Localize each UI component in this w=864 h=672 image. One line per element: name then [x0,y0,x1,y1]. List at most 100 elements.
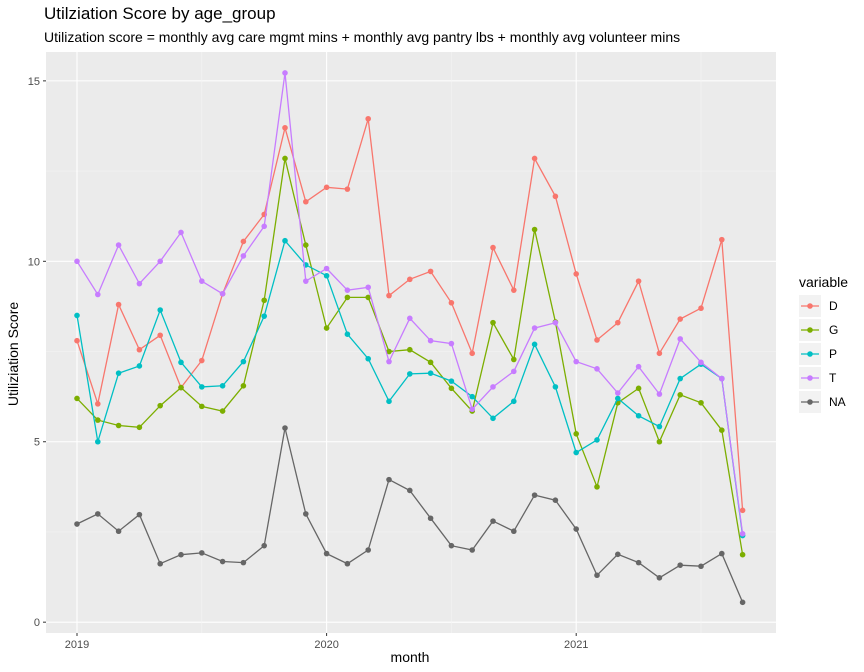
data-point [677,336,683,342]
data-point [511,398,517,405]
data-point [407,346,413,353]
data-point [656,438,663,445]
data-point [739,599,746,606]
data-point [199,278,205,284]
data-point [490,384,496,390]
data-point [157,307,163,313]
x-axis-title: month [391,649,430,665]
data-point [240,559,247,566]
data-point [240,358,247,365]
legend-key-point [807,303,813,309]
data-point [573,358,579,365]
data-point [552,319,559,326]
data-point [178,384,184,391]
data-point [303,278,309,284]
data-point [303,511,309,517]
data-point [365,115,372,122]
data-point [178,229,184,236]
data-point [157,402,163,409]
data-point [219,290,226,297]
legend-label: P [829,347,837,361]
data-point [739,507,746,514]
x-tick-label: 2021 [564,639,588,651]
data-point [95,511,101,517]
data-point [95,291,101,298]
data-point [448,340,455,347]
data-point [344,186,351,192]
data-point [199,550,205,556]
data-point [677,316,683,322]
data-point [594,337,600,343]
data-point [719,375,725,382]
data-point [635,412,642,419]
legend-label: T [829,371,837,385]
data-point [427,359,434,366]
data-point [719,550,725,557]
data-point [282,155,288,162]
data-point [407,276,413,283]
data-point [427,337,434,344]
data-point [136,424,143,431]
legend-item-t: T [799,367,837,389]
data-point [552,384,559,390]
data-point [303,242,309,248]
data-point [511,368,517,375]
legend-label: NA [829,395,846,409]
data-point [677,392,683,398]
data-point [365,355,372,362]
data-point [303,198,309,205]
data-point [427,370,434,376]
data-point [74,258,80,265]
data-point [427,268,434,275]
data-point [386,292,392,299]
series-lines [74,70,746,606]
data-point [261,542,268,549]
data-point [427,515,434,522]
data-point [219,408,226,414]
data-point [635,559,642,566]
y-tick-label: 0 [34,617,40,629]
data-point [511,356,517,363]
data-point [469,547,476,553]
data-point [552,497,559,504]
data-point [282,70,288,76]
data-point [344,287,351,293]
chart-subtitle: Utilization score = monthly avg care mgm… [44,29,681,45]
data-point [323,272,330,279]
data-point [199,403,205,410]
legend-item-g: G [799,319,838,341]
data-point [739,551,746,558]
legend-label: D [829,299,838,313]
legend-item-d: D [799,295,838,317]
y-axis-title: Utiliziation Score [5,302,21,406]
data-point [635,363,642,370]
data-point [448,385,455,392]
data-point [469,350,476,357]
data-point [573,431,579,437]
data-point [115,301,122,308]
data-point [365,547,372,553]
data-point [594,366,600,372]
data-point [448,300,455,306]
data-point [407,487,413,494]
data-point [261,223,268,230]
series-t [74,70,746,537]
data-point [115,242,122,248]
series-p [74,237,746,539]
data-point [490,319,496,326]
data-point [615,390,621,396]
data-point [178,551,184,558]
data-point [136,511,143,518]
data-point [531,325,538,331]
series-g [74,155,746,558]
data-point [407,371,413,377]
data-point [739,530,746,537]
data-point [531,155,538,162]
data-point [573,271,579,277]
data-point [240,383,247,389]
data-point [74,337,80,344]
data-point [261,313,268,319]
data-point [490,415,496,422]
legend-key-point [807,327,813,333]
